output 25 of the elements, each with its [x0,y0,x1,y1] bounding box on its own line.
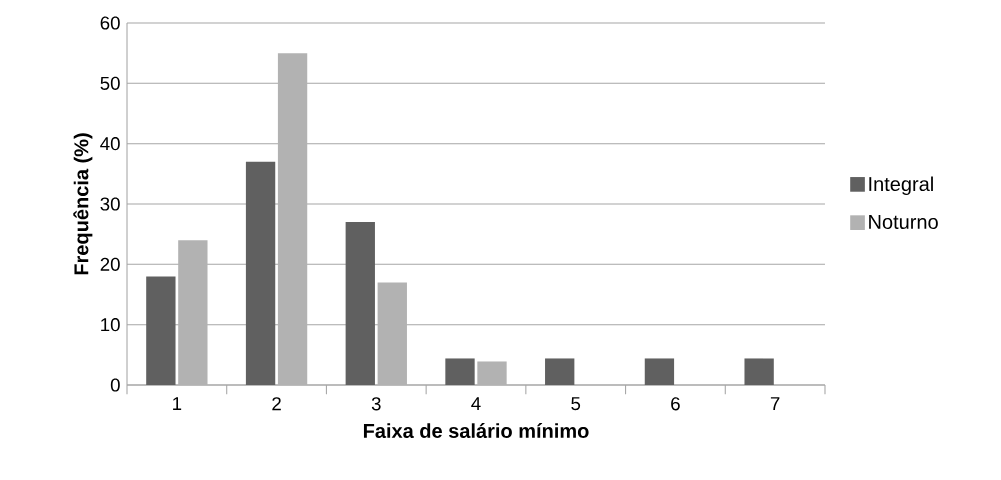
x-tick-label: 7 [770,397,780,411]
x-tick-label: 5 [571,397,581,411]
y-tick-label: 20 [100,257,120,271]
x-axis-title: Faixa de salário mínimo [363,423,589,438]
y-tick-label: 40 [100,137,120,151]
y-tick-label: 60 [100,16,120,30]
x-tick-label: 4 [471,397,481,411]
legend-label: Noturno [869,215,938,229]
bar [744,358,774,385]
bar [644,358,675,385]
y-tick-label: 30 [100,197,120,211]
x-tick-label: 2 [272,397,281,411]
x-tick-label: 1 [173,397,182,411]
x-tick-label: 3 [371,397,381,411]
y-axis-title: Frequência (%) [73,133,93,275]
bar [545,358,575,385]
legend-label: Integral [869,176,933,196]
bar [445,358,475,385]
y-tick-label: 0 [110,378,120,392]
y-tick-label: 10 [101,318,120,332]
y-tick-label: 50 [100,76,120,90]
bar [345,222,375,385]
bar [245,161,276,385]
x-tick-label: 6 [671,397,680,411]
bar [146,276,176,385]
